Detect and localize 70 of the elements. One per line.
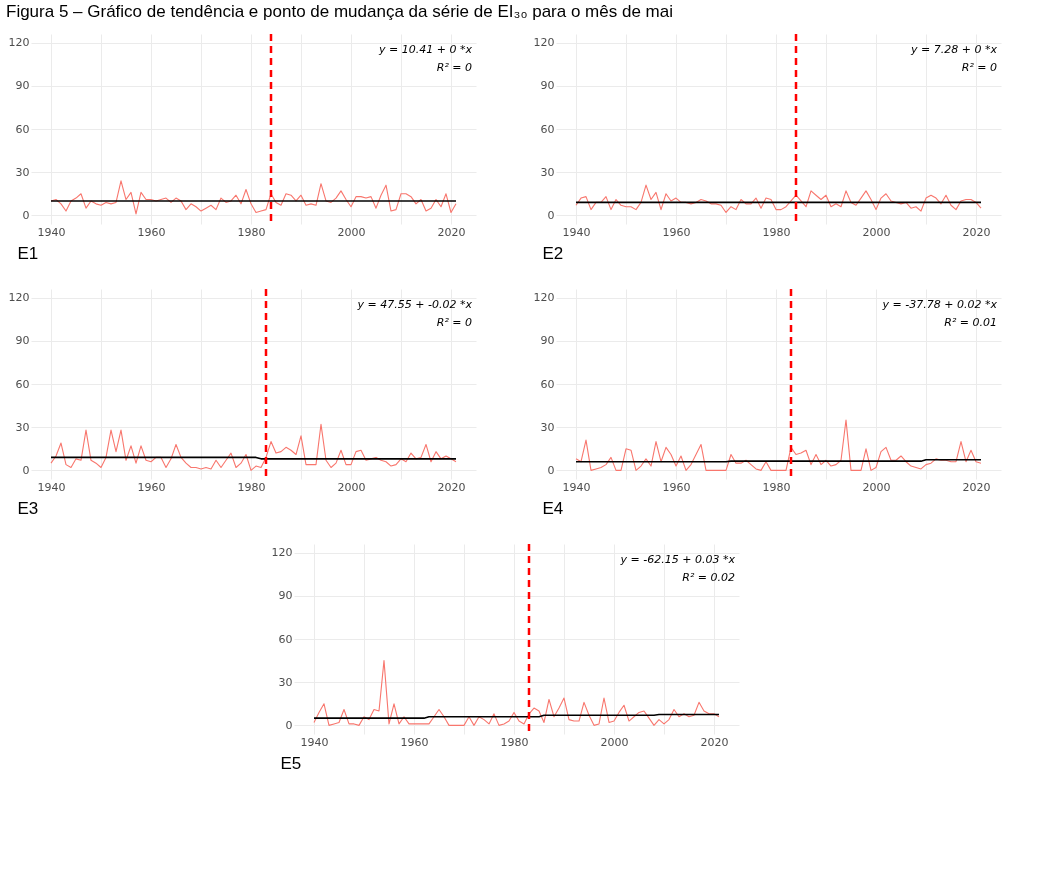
x-tick-label: 1940 — [37, 225, 66, 239]
annotation: R² = 0 — [961, 61, 997, 74]
y-tick-label: 120 — [533, 291, 555, 305]
x-tick-label: 1960 — [137, 225, 166, 239]
y-tick-label: 90 — [540, 334, 555, 348]
x-tick-label: 2000 — [862, 225, 891, 239]
y-tick-label: 120 — [533, 36, 555, 50]
x-tick-label: 2020 — [700, 735, 728, 749]
y-tick-label: 60 — [15, 122, 30, 136]
y-tick-label: 90 — [278, 589, 292, 603]
y-tick-label: 90 — [540, 79, 555, 93]
annotation: R² = 0 — [436, 316, 472, 329]
y-tick-label: 60 — [540, 377, 555, 391]
x-axis-title: E4 — [542, 498, 564, 518]
y-tick-label: 120 — [271, 546, 292, 560]
annotation: y = -37.78 + 0.02 *x — [881, 298, 998, 311]
y-tick-label: 30 — [15, 165, 30, 179]
annotation: y = 47.55 + -0.02 *x — [356, 298, 473, 311]
x-tick-label: 2020 — [437, 225, 466, 239]
y-tick-label: 120 — [8, 291, 30, 305]
x-tick-label: 1980 — [237, 480, 266, 494]
line-series — [575, 184, 982, 214]
y-tick-label: 0 — [285, 718, 292, 732]
y-tick-label: 60 — [540, 122, 555, 136]
y-tick-label: 60 — [15, 377, 30, 391]
line-series — [50, 423, 457, 471]
y-tick-label: 30 — [15, 420, 30, 434]
y-tick-label: 30 — [540, 420, 555, 434]
x-tick-label: 1940 — [562, 225, 591, 239]
chart-title: Figura 5 – Gráfico de tendência e ponto de mudança da série de EI₃₀ para o mês de mai — [6, 2, 674, 22]
x-tick-label: 2020 — [962, 480, 991, 494]
line-series — [312, 660, 720, 726]
x-axis-title: E1 — [17, 243, 39, 263]
x-tick-label: 1980 — [762, 225, 791, 239]
x-tick-label: 2020 — [962, 225, 991, 239]
annotation: R² = 0.02 — [681, 571, 735, 584]
x-tick-label: 1940 — [562, 480, 591, 494]
y-tick-label: 0 — [547, 208, 555, 222]
x-tick-label: 2020 — [437, 480, 466, 494]
x-tick-label: 1980 — [762, 480, 791, 494]
x-axis-title: E2 — [542, 243, 564, 263]
annotation: R² = 0.01 — [944, 316, 997, 329]
x-tick-label: 1940 — [37, 480, 66, 494]
y-tick-label: 30 — [278, 675, 292, 689]
line-series — [575, 419, 982, 471]
y-tick-label: 90 — [15, 334, 30, 348]
annotation: y = 10.41 + 0 *x — [378, 43, 473, 56]
y-tick-label: 120 — [8, 36, 30, 50]
annotation: y = -62.15 + 0.03 *x — [619, 553, 735, 566]
x-axis-title: E3 — [17, 498, 39, 518]
x-tick-label: 1960 — [400, 735, 428, 749]
y-tick-label: 90 — [15, 79, 30, 93]
y-tick-label: 0 — [22, 463, 30, 477]
x-tick-label: 1980 — [237, 225, 266, 239]
y-tick-label: 30 — [540, 165, 555, 179]
annotation: y = 7.28 + 0 *x — [910, 43, 998, 56]
y-tick-label: 60 — [278, 632, 292, 646]
x-tick-label: 1960 — [662, 225, 691, 239]
x-axis-title: E5 — [280, 753, 301, 773]
x-tick-label: 2000 — [337, 480, 366, 494]
x-tick-label: 1960 — [662, 480, 691, 494]
y-tick-label: 0 — [22, 208, 30, 222]
x-tick-label: 2000 — [600, 735, 628, 749]
x-tick-label: 2000 — [337, 225, 366, 239]
x-tick-label: 1980 — [500, 735, 528, 749]
x-tick-label: 1960 — [137, 480, 166, 494]
annotation: R² = 0 — [436, 61, 472, 74]
x-tick-label: 1940 — [300, 735, 328, 749]
y-tick-label: 0 — [547, 463, 555, 477]
x-tick-label: 2000 — [862, 480, 891, 494]
